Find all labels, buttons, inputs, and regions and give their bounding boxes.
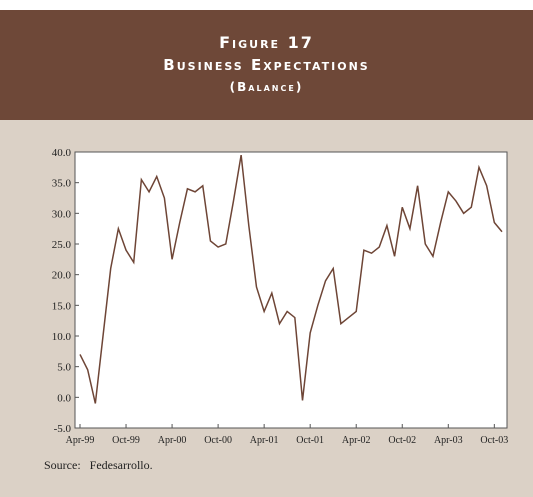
source-label: Source:: [44, 458, 81, 472]
x-tick-label: Apr-99: [66, 435, 95, 446]
y-tick-label: 10.0: [52, 331, 72, 343]
x-tick-label: Apr-03: [434, 435, 463, 446]
x-tick-label: Oct-03: [480, 435, 508, 446]
source-text: Fedesarrollo.: [89, 458, 153, 472]
y-tick-label: 15.0: [52, 300, 72, 312]
source: Source: Fedesarrollo.: [44, 458, 153, 473]
y-tick-label: 40.0: [52, 147, 72, 159]
x-tick-label: Apr-02: [342, 435, 371, 446]
y-tick-label: -5.0: [54, 423, 72, 435]
x-tick-label: Oct-01: [296, 435, 324, 446]
data-line: [79, 154, 503, 404]
x-tick-label: Apr-00: [158, 435, 187, 446]
y-tick-label: 20.0: [52, 270, 72, 282]
header: Figure 17 Business Expectations (Balance…: [0, 10, 533, 120]
y-tick-label: 30.0: [52, 208, 72, 220]
y-tick-label: 35.0: [52, 178, 72, 190]
y-tick-label: 0.0: [57, 392, 71, 404]
title: Figure 17: [219, 33, 314, 52]
x-tick-label: Oct-99: [112, 435, 140, 446]
x-tick-label: Oct-02: [388, 435, 416, 446]
note: (Balance): [229, 80, 304, 94]
x-tick-label: Apr-01: [250, 435, 279, 446]
y-tick-label: 5.0: [57, 362, 71, 374]
plot-area: [74, 151, 508, 429]
x-tick-label: Oct-00: [204, 435, 232, 446]
subtitle: Business Expectations: [163, 56, 370, 74]
y-tick-label: 25.0: [52, 239, 72, 251]
